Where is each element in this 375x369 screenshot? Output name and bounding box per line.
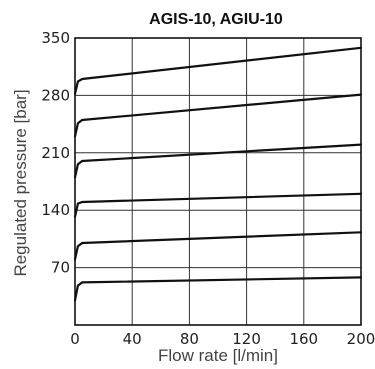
series-line-3 [73, 192, 363, 218]
y-tick-label: 210 [41, 144, 70, 162]
y-tick-label: 350 [41, 29, 70, 47]
y-tick-label: 70 [51, 259, 70, 277]
series-group [73, 46, 363, 302]
series-line-4 [73, 143, 363, 179]
series-line-5 [73, 93, 363, 138]
x-tick-label: 40 [123, 330, 142, 348]
y-tick-label: 280 [41, 86, 70, 104]
y-tick-labels: 70 140 210 280 350 [41, 29, 70, 277]
series-line-2 [73, 231, 363, 261]
x-tick-label: 160 [289, 330, 318, 348]
plot-frame [74, 37, 362, 326]
x-axis-label: Flow rate [l/min] [158, 346, 278, 365]
x-tick-label: 80 [180, 330, 199, 348]
x-tick-label: 120 [232, 330, 261, 348]
series-line-1 [73, 276, 363, 302]
x-tick-label: 200 [347, 330, 375, 348]
grid-lines [75, 38, 361, 325]
y-axis-label: Regulated pressure [bar] [11, 89, 30, 276]
y-tick-label: 140 [41, 201, 70, 219]
chart-title: AGIS-10, AGIU-10 [149, 11, 283, 28]
x-tick-label: 0 [70, 330, 80, 348]
x-tick-labels: 0 40 80 120 160 200 [70, 330, 375, 348]
series-line-6 [73, 46, 363, 95]
